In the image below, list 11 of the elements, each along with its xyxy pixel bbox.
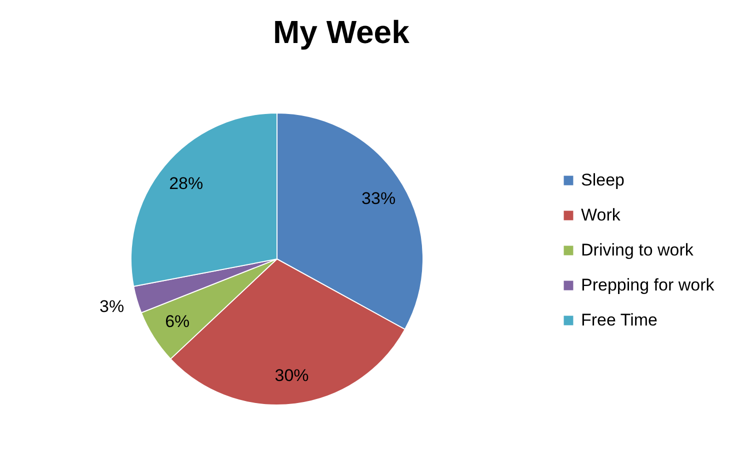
legend-label: Prepping for work (581, 276, 715, 294)
data-label: 3% (100, 296, 124, 316)
data-label: 6% (165, 312, 190, 332)
data-label: 33% (362, 188, 396, 208)
chart-title: My Week (273, 14, 410, 50)
legend-label: Sleep (581, 170, 624, 190)
legend-label: Driving to work (581, 240, 694, 260)
legend-label: Free Time (581, 310, 658, 330)
data-label: 30% (274, 366, 309, 386)
legend-label: Work (581, 206, 621, 224)
data-label: 28% (169, 174, 204, 193)
